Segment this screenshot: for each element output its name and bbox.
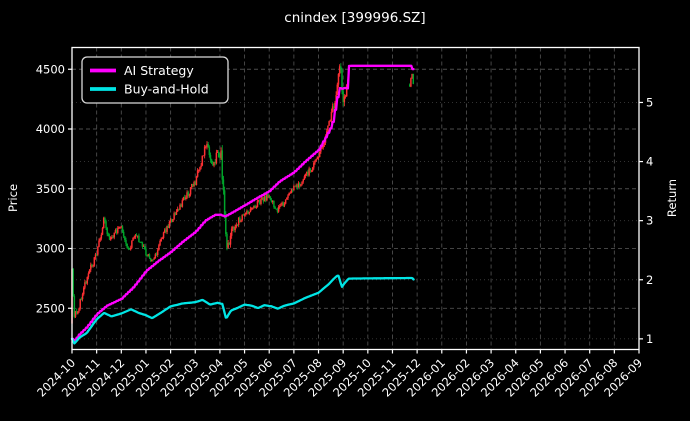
svg-text:4000: 4000: [36, 122, 65, 136]
chart-title: cnindex [399996.SZ]: [284, 10, 425, 26]
svg-text:4: 4: [646, 155, 653, 169]
svg-text:2500: 2500: [36, 301, 65, 315]
svg-text:3: 3: [646, 214, 653, 228]
legend-label-buy-and-hold: Buy-and-Hold: [124, 82, 209, 97]
legend: AI Strategy Buy-and-Hold: [81, 56, 229, 104]
legend-box: [81, 56, 229, 104]
y-axis-label-return: Return: [665, 179, 679, 217]
svg-text:3000: 3000: [36, 242, 65, 256]
line-series: [70, 64, 415, 345]
svg-text:1: 1: [646, 332, 653, 346]
axis-ticks: [68, 68, 643, 354]
svg-text:2: 2: [646, 273, 653, 287]
y-axis-label-price: Price: [6, 184, 20, 212]
legend-label-ai-strategy: AI Strategy: [124, 63, 194, 78]
svg-text:4500: 4500: [36, 62, 65, 76]
svg-text:5: 5: [646, 95, 653, 109]
plot-border: [71, 46, 640, 351]
svg-text:3500: 3500: [36, 182, 65, 196]
